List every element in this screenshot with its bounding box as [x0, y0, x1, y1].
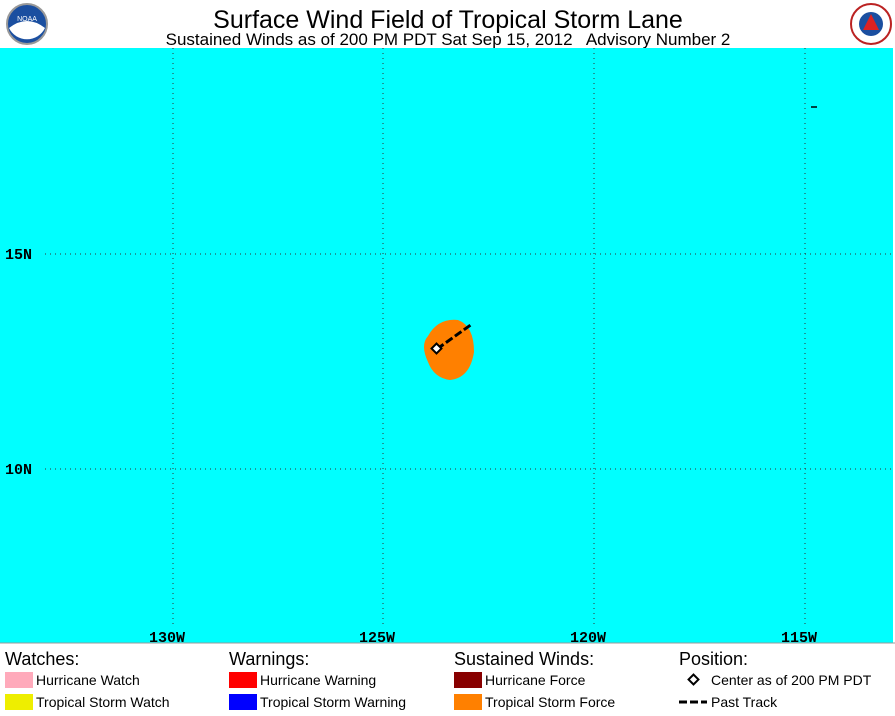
- legend-heading: Watches:: [5, 649, 79, 669]
- lon-label: 125W: [359, 630, 395, 647]
- legend-item: Tropical Storm Force: [485, 694, 615, 710]
- legend-item: Hurricane Warning: [260, 672, 376, 688]
- lon-label: 120W: [570, 630, 606, 647]
- legend-heading: Position:: [679, 649, 748, 669]
- storm-center: [430, 342, 443, 355]
- lon-label: 115W: [781, 630, 817, 647]
- legend-center-symbol: [687, 673, 700, 686]
- subtitle: Sustained Winds as of 200 PM PDT Sat Sep…: [166, 30, 731, 49]
- title: Surface Wind Field of Tropical Storm Lan…: [213, 6, 683, 34]
- lat-label: 15N: [5, 247, 32, 264]
- legend-item: Hurricane Force: [485, 672, 586, 688]
- legend-swatch: [454, 694, 482, 710]
- legend-swatch: [5, 672, 33, 688]
- legend-heading: Warnings:: [229, 649, 309, 669]
- noaa-logo: NOAA: [6, 3, 48, 45]
- nws-logo: [850, 3, 892, 45]
- past-track: [436, 322, 473, 351]
- legend-item: Tropical Storm Watch: [36, 694, 170, 710]
- svg-text:NOAA: NOAA: [17, 16, 37, 23]
- legend-swatch: [229, 672, 257, 688]
- legend-swatch: [5, 694, 33, 710]
- legend-swatch: [454, 672, 482, 688]
- lon-label: 130W: [149, 630, 185, 647]
- lat-label: 10N: [5, 462, 32, 479]
- tropical-storm-wind-field: [424, 319, 474, 380]
- graticule: [45, 48, 893, 628]
- legend-heading: Sustained Winds:: [454, 649, 594, 669]
- legend-swatch: [229, 694, 257, 710]
- legend-item: Center as of 200 PM PDT: [711, 672, 872, 688]
- legend-item: Tropical Storm Warning: [260, 694, 406, 710]
- legend-item: Past Track: [711, 694, 778, 710]
- legend-item: Hurricane Watch: [36, 672, 140, 688]
